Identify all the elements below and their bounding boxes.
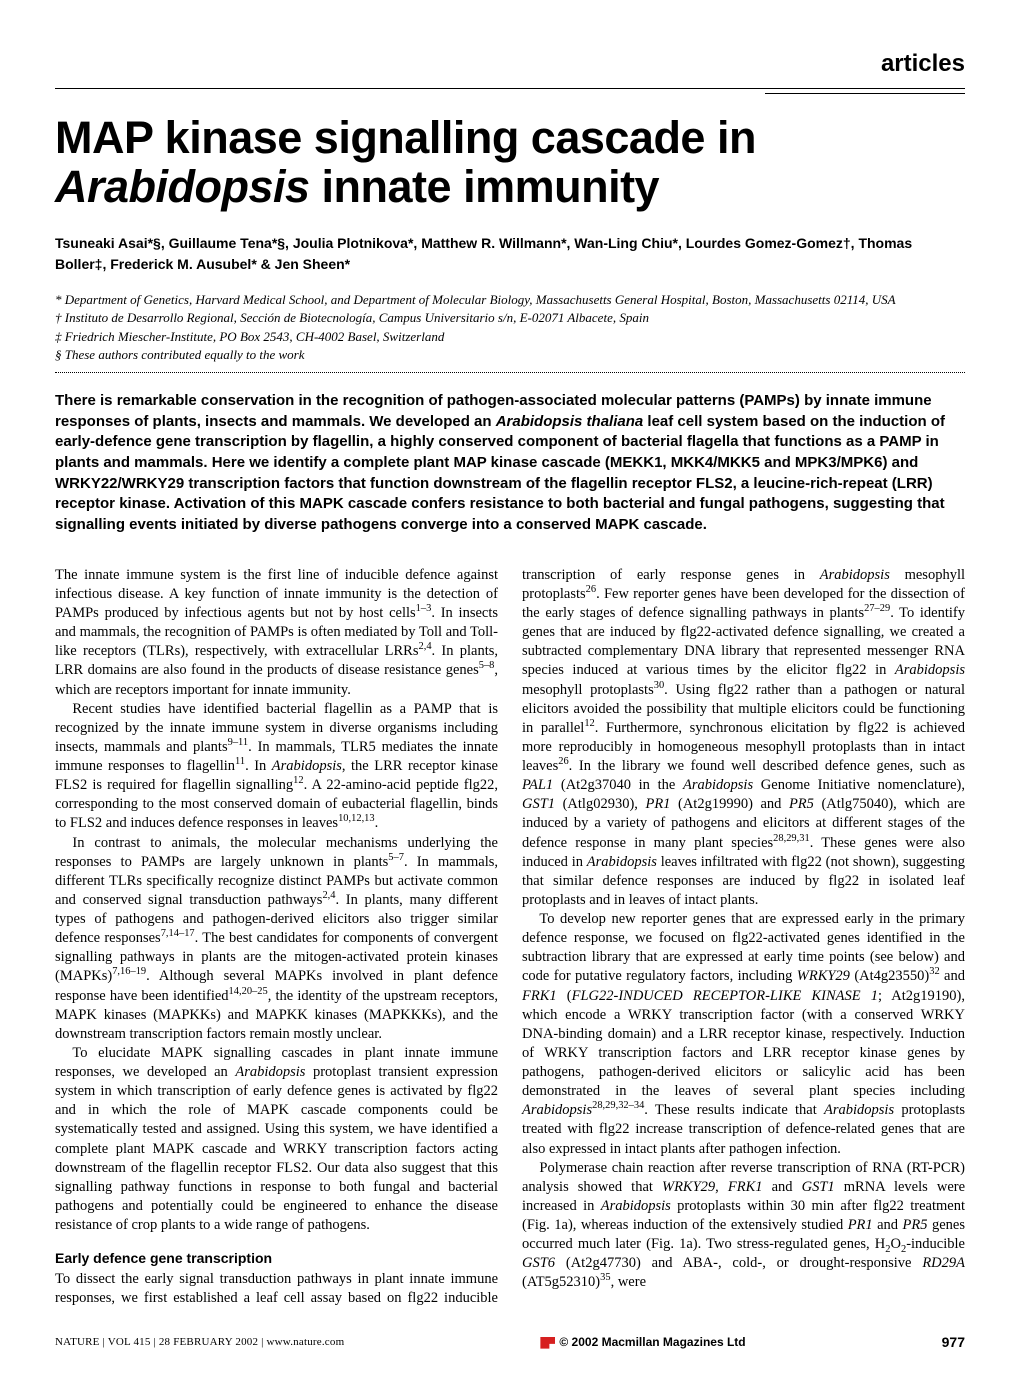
it: PR1 <box>848 1217 873 1233</box>
it: WRKY29 <box>662 1179 715 1195</box>
sup: 1–3 <box>416 603 432 614</box>
it: FLG22-INDUCED RECEPTOR-LIKE KINASE 1 <box>572 988 878 1004</box>
para-3: In contrast to animals, the molecular me… <box>55 834 498 1044</box>
it: FRK1 <box>522 988 557 1004</box>
affiliation-2: † Instituto de Desarrollo Regional, Secc… <box>55 309 965 327</box>
it: Arabidopsis <box>587 854 657 870</box>
t: , <box>715 1179 728 1195</box>
sup: 9–11 <box>228 737 249 748</box>
it: GST1 <box>522 796 555 812</box>
t: protoplast transient expression system i… <box>55 1064 498 1233</box>
it: RD29A <box>922 1255 965 1271</box>
abstract: There is remarkable conservation in the … <box>55 391 965 536</box>
it: Arabidopsis <box>820 567 890 583</box>
t: . These results indicate that <box>644 1102 824 1118</box>
body-columns: The innate immune system is the first li… <box>55 566 965 1308</box>
it: FRK1 <box>728 1179 763 1195</box>
t: ( <box>557 988 572 1004</box>
t: (AT5g52310) <box>522 1274 600 1290</box>
affiliation-4: § These authors contributed equally to t… <box>55 346 965 364</box>
para-7: To develop new reporter genes that are e… <box>522 910 965 1159</box>
sup: 12 <box>293 775 303 786</box>
t: Genome Initiative nomenclature), <box>753 777 965 793</box>
t: . In <box>245 758 272 774</box>
t: (At2g19990) and <box>670 796 789 812</box>
it: Arabidopsis <box>824 1102 894 1118</box>
affiliation-1: * Department of Genetics, Harvard Medica… <box>55 291 965 309</box>
it: WRKY29 <box>797 968 850 984</box>
t: ; At2g19190), which encode a WRKY transc… <box>522 988 965 1100</box>
t: and <box>763 1179 802 1195</box>
it: GST6 <box>522 1255 555 1271</box>
title-line1: MAP kinase signalling cascade in <box>55 112 756 163</box>
abstract-s2: leaf cell system based on the induction … <box>55 413 945 533</box>
t: (At2g47730) and ABA-, cold-, or drought-… <box>555 1255 922 1271</box>
t: O <box>891 1236 901 1252</box>
it: PAL1 <box>522 777 553 793</box>
sup: 2,4 <box>418 641 431 652</box>
t: (At4g23550) <box>850 968 929 984</box>
it: PR5 <box>903 1217 928 1233</box>
affiliation-3: ‡ Friedrich Miescher-Institute, PO Box 2… <box>55 328 965 346</box>
sup: 10,12,13 <box>338 814 375 825</box>
dotted-rule <box>55 372 965 373</box>
title-line2-italic: Arabidopsis <box>55 161 310 212</box>
article-title: MAP kinase signalling cascade in Arabido… <box>55 114 965 211</box>
sup: 35 <box>600 1273 610 1284</box>
it: PR5 <box>789 796 814 812</box>
abstract-italic: Arabidopsis thaliana <box>496 413 644 430</box>
t: -inducible <box>906 1236 965 1252</box>
rule-top-right <box>765 93 965 94</box>
it: Arabidopsis <box>522 1102 592 1118</box>
sup: 26 <box>586 584 596 595</box>
t: (Atlg02930), <box>555 796 645 812</box>
sup: 28,29,32–34 <box>592 1100 644 1111</box>
sup: 28,29,31 <box>773 833 810 844</box>
sup: 26 <box>558 756 568 767</box>
sup: 14,20–25 <box>229 986 268 997</box>
sup: 7,14–17 <box>161 928 195 939</box>
t: . <box>375 815 379 831</box>
section-label: articles <box>55 50 965 78</box>
sup: 5–8 <box>479 661 495 672</box>
t: , were <box>611 1274 646 1290</box>
sup: 30 <box>654 680 664 691</box>
it: GST1 <box>802 1179 835 1195</box>
t: To dissect the early signal transduction… <box>55 1271 445 1287</box>
it: PR1 <box>645 796 670 812</box>
t: (At2g37040 in the <box>553 777 683 793</box>
sup: 32 <box>929 967 939 978</box>
npg-logo-icon <box>540 1337 555 1349</box>
para-4: To elucidate MAPK signalling cascades in… <box>55 1044 498 1235</box>
title-line2-rest: innate immunity <box>310 161 660 212</box>
sup: 7,16–19 <box>112 967 146 978</box>
t: . In the library we found well described… <box>569 758 965 774</box>
sup: 5–7 <box>388 852 404 863</box>
it: Arabidopsis <box>235 1064 305 1080</box>
authors: Tsuneaki Asai*§, Guillaume Tena*§, Jouli… <box>55 233 965 275</box>
section-heading-early-defence: Early defence gene transcription <box>55 1249 498 1267</box>
rule-top <box>55 88 965 89</box>
affiliations: * Department of Genetics, Harvard Medica… <box>55 291 965 364</box>
it: Arabidopsis <box>683 777 753 793</box>
sup: 2,4 <box>322 890 335 901</box>
t: and <box>940 968 965 984</box>
para-2: Recent studies have identified bacterial… <box>55 700 498 834</box>
it: Arabidopsis <box>601 1198 671 1214</box>
para-1: The innate immune system is the first li… <box>55 566 498 700</box>
it: Arabidopsis <box>272 758 342 774</box>
sup: 12 <box>584 718 594 729</box>
sup: 27–29 <box>864 603 890 614</box>
para-8: Polymerase chain reaction after reverse … <box>522 1159 965 1293</box>
t: and <box>873 1217 903 1233</box>
t: mesophyll protoplasts <box>522 682 654 698</box>
it: Arabidopsis <box>895 662 965 678</box>
sup: 11 <box>235 756 245 767</box>
